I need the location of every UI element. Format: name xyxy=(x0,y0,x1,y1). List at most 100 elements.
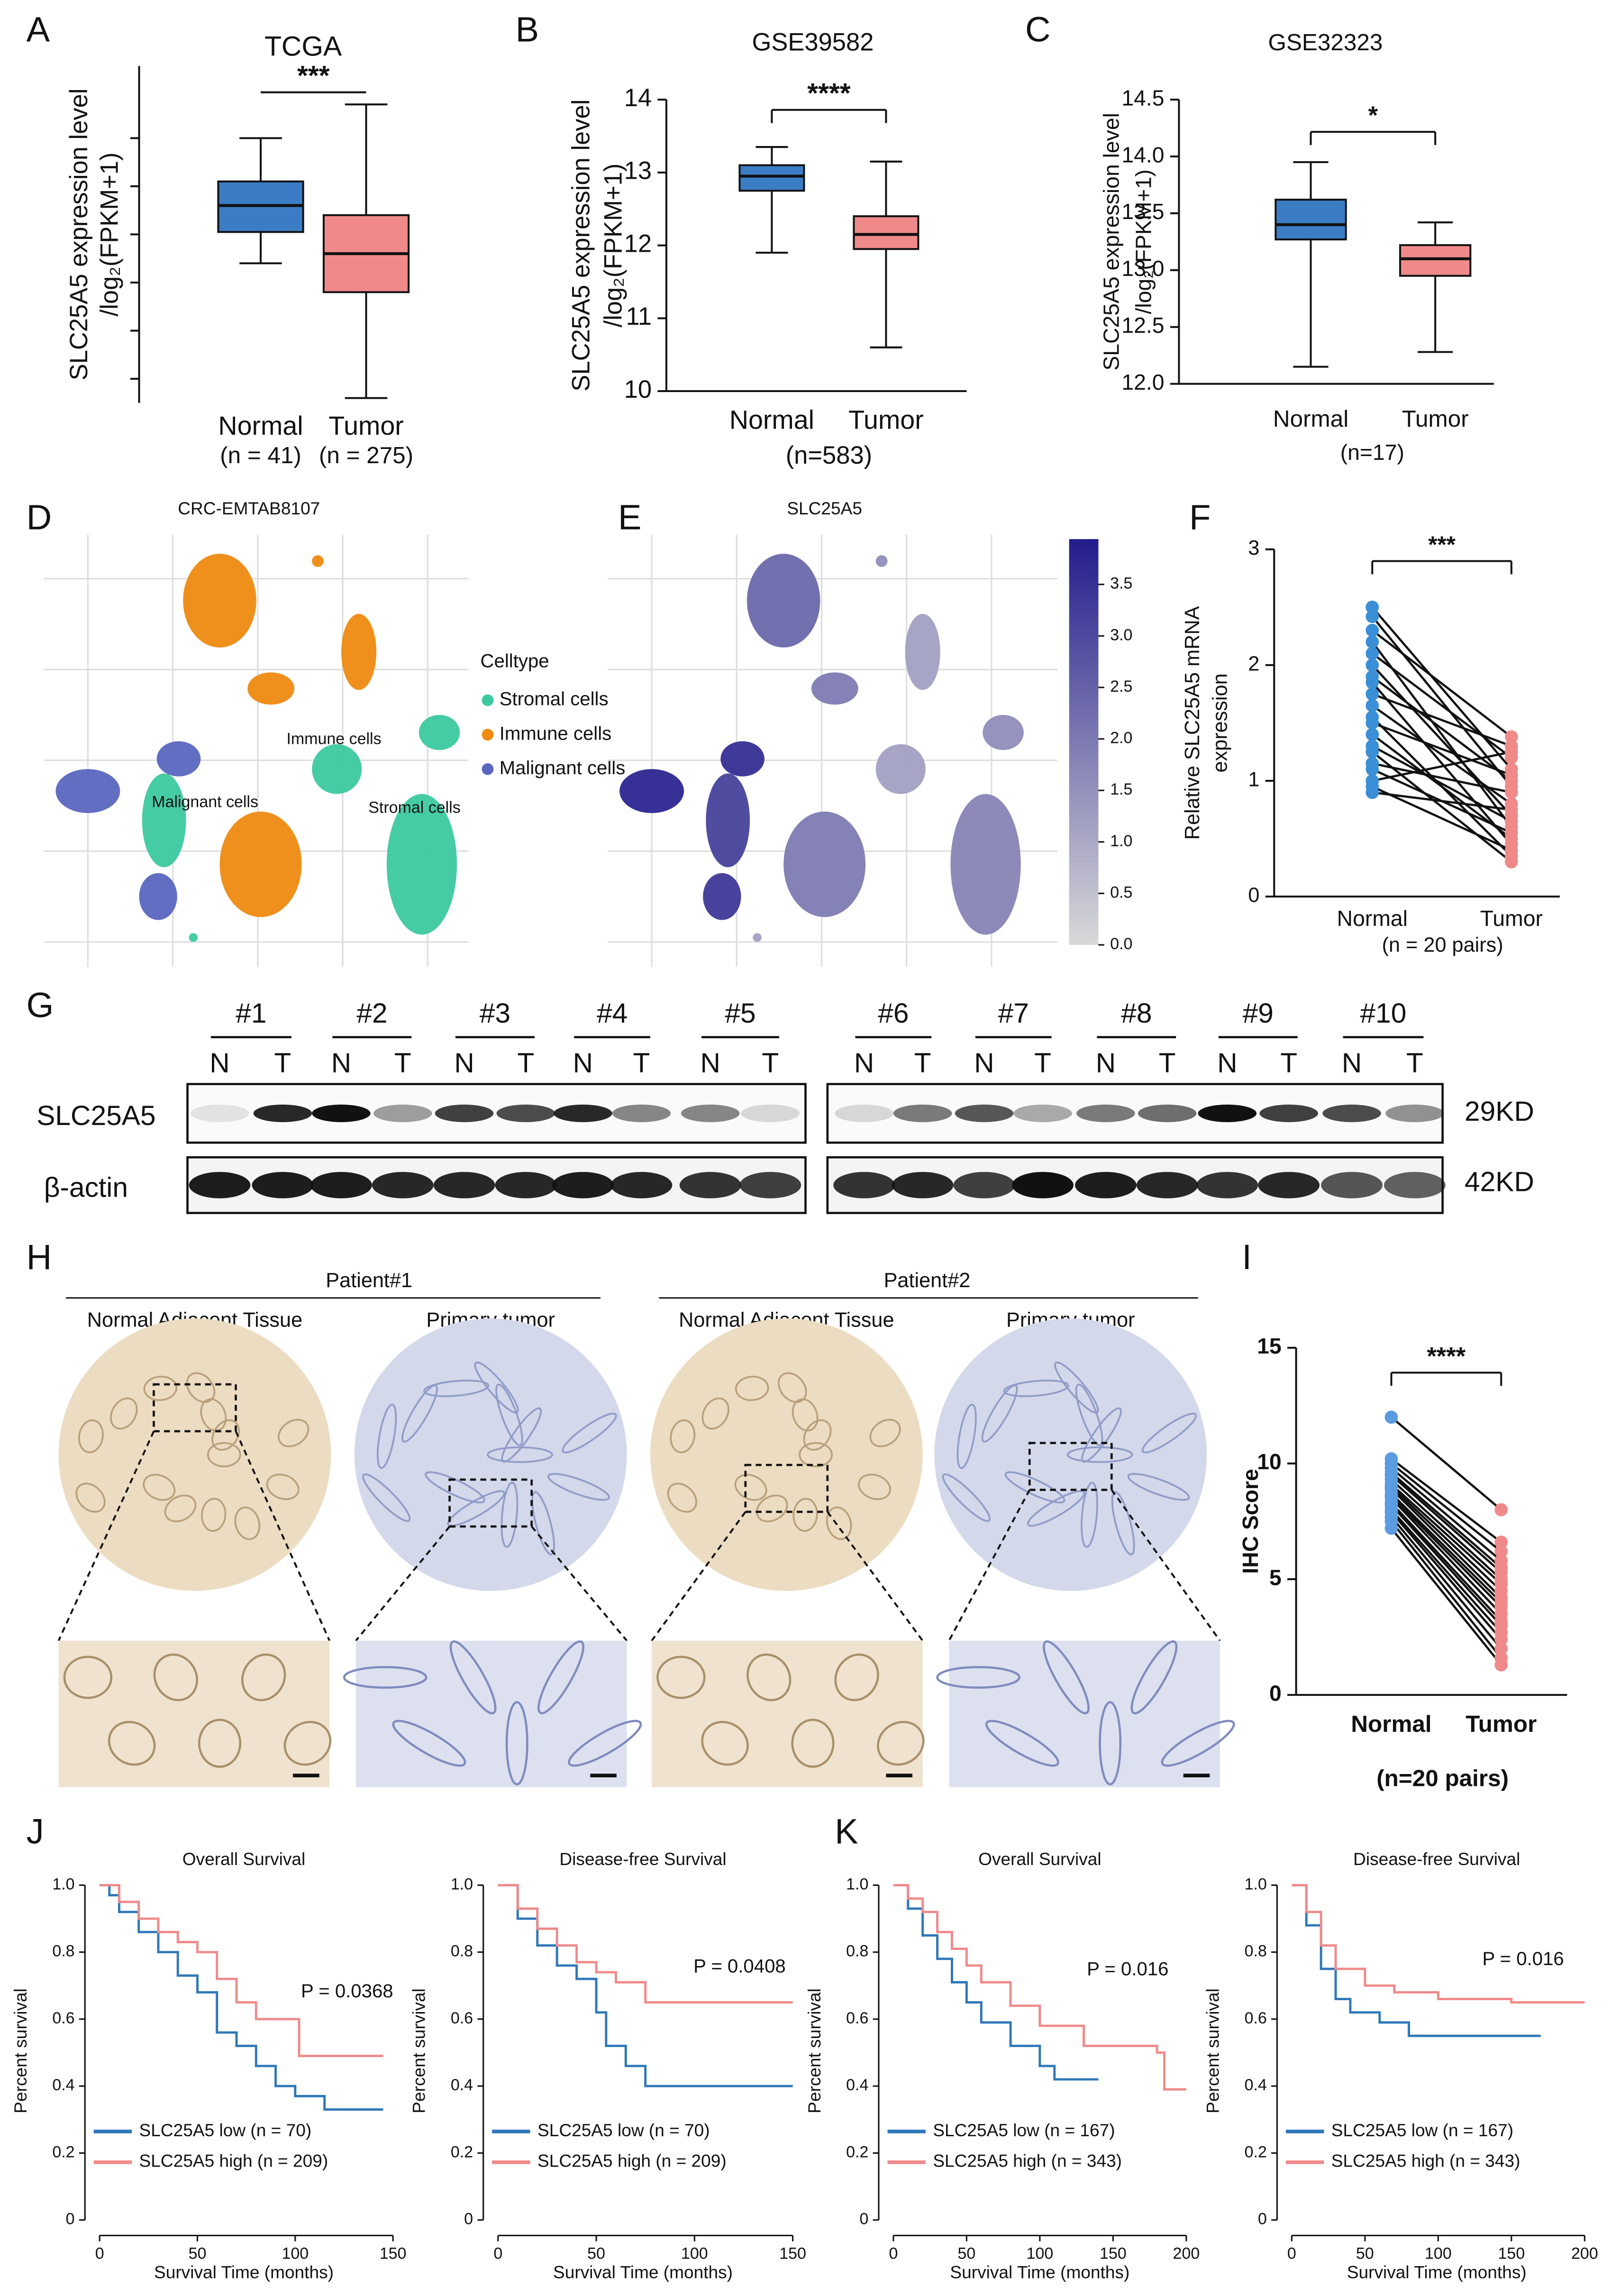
chart-title: SLC25A5 xyxy=(787,498,862,518)
pair-line xyxy=(1391,1467,1502,1562)
annotation: P = 0.0368 xyxy=(301,1980,393,2002)
legend-label: SLC25A5 low (n = 70) xyxy=(537,2120,710,2140)
pair-line xyxy=(1390,1516,1502,1649)
box xyxy=(738,164,805,192)
panel-label: H xyxy=(27,1237,52,1277)
point xyxy=(1494,1503,1508,1517)
y-tick-label: 0.6 xyxy=(1245,2009,1267,2027)
point xyxy=(1504,814,1518,828)
pair-line xyxy=(1371,681,1512,845)
box xyxy=(1274,199,1347,241)
legend-label: SLC25A5 high (n = 209) xyxy=(537,2151,727,2171)
legend-label: SLC25A5 low (n = 167) xyxy=(1331,2120,1513,2140)
chart-title: Overall Survival xyxy=(182,1849,306,1869)
band xyxy=(741,1104,800,1122)
zoom-line xyxy=(948,1489,1031,1641)
tissue-core xyxy=(934,1318,1207,1591)
band xyxy=(433,1172,495,1198)
sample-label: #6 xyxy=(878,998,909,1029)
band xyxy=(1258,1172,1320,1198)
colorbar-label: 1.5 xyxy=(1110,780,1132,798)
y-axis-label: Percent survival xyxy=(804,1988,824,2113)
zoom-line xyxy=(827,1511,924,1642)
x-tick-label: 0 xyxy=(889,2245,898,2263)
band xyxy=(681,1104,740,1122)
lane-label: T xyxy=(762,1048,779,1079)
pair-line xyxy=(1391,1463,1502,1553)
band xyxy=(373,1104,432,1122)
lane-label: N xyxy=(209,1048,229,1079)
point xyxy=(1504,768,1518,782)
pair-line xyxy=(1391,1458,1502,1543)
gland xyxy=(756,1494,788,1522)
gland xyxy=(164,1494,197,1522)
panel-label: C xyxy=(1025,10,1051,49)
band xyxy=(835,1104,893,1122)
cell-cluster xyxy=(746,554,820,648)
y-tick-label: 13.0 xyxy=(1121,256,1164,281)
point xyxy=(1365,699,1379,713)
y-tick-label: 0 xyxy=(1258,2210,1267,2228)
colorbar-label: 3.0 xyxy=(1110,626,1132,644)
tissue-core xyxy=(650,1318,923,1591)
y-axis-label: /log₂(FPKM+1) xyxy=(96,153,124,317)
colorbar-label: 1.0 xyxy=(1110,832,1132,850)
y-tick-label: 0.8 xyxy=(451,1942,473,1960)
point xyxy=(1504,730,1518,744)
y-tick-label: 14 xyxy=(624,84,652,112)
pair-line xyxy=(1372,786,1512,851)
pair-line xyxy=(1390,1520,1502,1659)
y-tick-label: 1.0 xyxy=(1245,1875,1267,1893)
x-tick-label: 0 xyxy=(95,2245,104,2263)
gland xyxy=(474,1361,519,1414)
pair-line xyxy=(1391,1416,1502,1511)
pair-line xyxy=(1372,791,1512,811)
point xyxy=(1365,745,1379,759)
chart-title: CRC-EMTAB8107 xyxy=(178,498,320,518)
sample-label: #5 xyxy=(725,998,755,1029)
zoom-box xyxy=(744,1464,829,1513)
point xyxy=(1365,600,1379,614)
gland xyxy=(110,1397,138,1430)
y-tick-label: 2 xyxy=(1248,652,1259,675)
x-tick-label: 200 xyxy=(1173,2245,1200,2263)
lane-label: N xyxy=(1342,1048,1362,1079)
panel-label: D xyxy=(27,498,52,537)
sample-label: #1 xyxy=(236,998,266,1029)
x-tick-label: Tumor xyxy=(1402,406,1469,432)
gland xyxy=(1075,1383,1103,1446)
pair-line xyxy=(1372,693,1512,747)
y-tick-label: 1.0 xyxy=(846,1875,868,1893)
y-axis-label: /log₂(FPKM+1) xyxy=(600,164,628,328)
point xyxy=(1494,1633,1508,1646)
zoom-box xyxy=(448,1478,533,1528)
gland xyxy=(198,1719,242,1768)
gland xyxy=(211,1419,240,1451)
band xyxy=(1196,1172,1258,1198)
legend-label: SLC25A5 low (n = 167) xyxy=(933,2120,1115,2140)
gland xyxy=(207,1442,241,1467)
cell-cluster xyxy=(183,554,256,648)
gland xyxy=(803,1419,832,1451)
cell-cluster xyxy=(386,794,457,935)
box xyxy=(1399,244,1472,277)
pair-line xyxy=(1371,676,1512,782)
significance-label: *** xyxy=(297,60,330,91)
point xyxy=(1384,1410,1398,1424)
point xyxy=(1365,635,1379,649)
significance-label: **** xyxy=(807,78,851,109)
zoom-line xyxy=(355,1526,451,1642)
lane-label: T xyxy=(914,1048,931,1079)
pair-line xyxy=(1371,615,1512,787)
band xyxy=(554,1104,612,1122)
pair-line xyxy=(1390,1486,1502,1592)
gland xyxy=(792,1398,819,1432)
sample-label: #8 xyxy=(1121,998,1152,1029)
legend-title: Celltype xyxy=(481,650,549,671)
colorbar-label: 0.0 xyxy=(1110,935,1132,953)
lane-label: T xyxy=(1406,1048,1423,1079)
band xyxy=(892,1172,954,1198)
pair-line xyxy=(1390,1502,1502,1622)
gland xyxy=(201,1498,227,1532)
gland xyxy=(425,1471,485,1504)
